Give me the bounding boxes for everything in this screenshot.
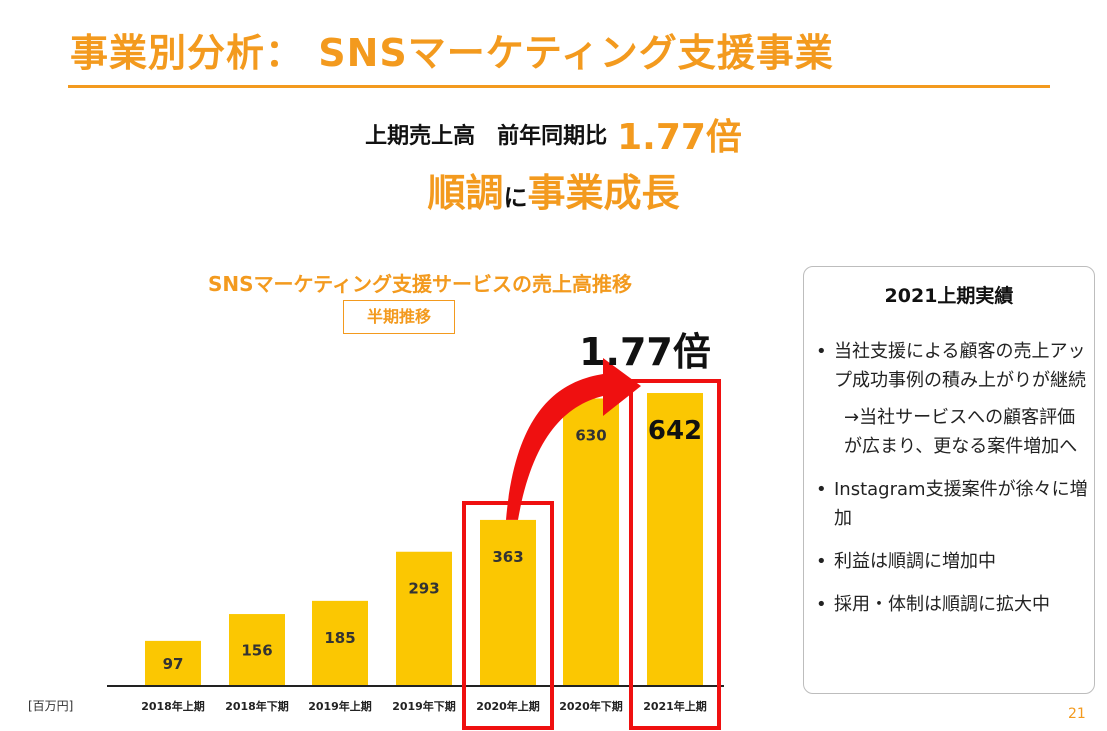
chart-title: SNSマーケティング支援サービスの売上高推移 <box>208 272 632 296</box>
panel-item: • Instagram支援案件が徐々に増加 <box>816 475 1088 533</box>
title-divider <box>68 85 1050 88</box>
sales-bar-chart: 97 2018年上期 156 2018年下期 185 2019年上期 293 2019年下期 3… <box>107 330 724 730</box>
headline-line2: 順調に事業成長 <box>0 162 1107 217</box>
growth-annotation: 1.77倍 <box>579 330 711 374</box>
headline-part2: に <box>503 184 528 212</box>
headline-growth-value: 1.77倍 <box>617 117 742 158</box>
x-tick-label: 2019年上期 <box>308 699 372 713</box>
growth-arrow <box>506 358 641 520</box>
panel-title: 2021上期実績 <box>884 285 1014 307</box>
bar-value-label: 642 <box>648 416 702 446</box>
bar-value-label: 156 <box>241 642 272 660</box>
x-tick-label: 2020年上期 <box>476 699 540 713</box>
x-tick-label: 2018年上期 <box>141 699 205 713</box>
panel-item-text: 採用・体制は順調に拡大中 <box>834 594 1050 615</box>
panel-subitem: →当社サービスへの顧客評価が広まり、更なる案件増加へ <box>816 403 1088 461</box>
panel-item-text: 利益は順調に増加中 <box>834 551 996 572</box>
bar <box>229 614 285 685</box>
bar-value-label: 363 <box>492 548 523 566</box>
bar <box>563 398 619 685</box>
bar <box>396 551 452 685</box>
results-panel: 2021上期実績 • 当社支援による顧客の売上アップ成功事例の積み上がりが継続 →… <box>803 266 1095 694</box>
x-tick-label: 2019年下期 <box>392 699 456 713</box>
bar <box>145 640 201 685</box>
highlight-frame <box>629 379 721 730</box>
headline-prefix: 上期売上高 前年同期比 <box>365 124 608 149</box>
panel-item: • 利益は順調に増加中 <box>816 547 1088 576</box>
bar <box>480 519 536 685</box>
page-title: 事業別分析： SNSマーケティング支援事業 <box>70 31 834 75</box>
bar <box>312 600 368 685</box>
x-tick-label: 2018年下期 <box>225 699 289 713</box>
bullet-marker: • <box>816 479 827 500</box>
chart-subtitle: 半期推移 <box>343 300 455 334</box>
bar-value-label: 185 <box>324 629 355 647</box>
panel-item: • 当社支援による顧客の売上アップ成功事例の積み上がりが継続 <box>816 337 1088 395</box>
headline-part1: 順調 <box>427 171 504 215</box>
bar-value-label: 293 <box>408 580 439 598</box>
panel-list: • 当社支援による顧客の売上アップ成功事例の積み上がりが継続 →当社サービスへの顧… <box>816 337 1088 619</box>
bar-value-label: 97 <box>163 655 184 673</box>
headline-part3: 事業成長 <box>527 171 680 215</box>
x-tick-label: 2020年下期 <box>559 699 623 713</box>
bullet-marker: • <box>816 341 827 362</box>
bullet-marker: • <box>816 594 827 615</box>
bar-value-label: 630 <box>575 426 606 444</box>
panel-item: • 採用・体制は順調に拡大中 <box>816 590 1088 619</box>
page-number: 21 <box>1068 706 1086 722</box>
x-tick-label: 2021年上期 <box>643 699 707 713</box>
headline-line1: 上期売上高 前年同期比 1.77倍 <box>0 108 1107 160</box>
panel-item-text: 当社支援による顧客の売上アップ成功事例の積み上がりが継続 <box>834 341 1086 391</box>
panel-item-text: Instagram支援案件が徐々に増加 <box>834 479 1088 529</box>
bar <box>647 393 703 685</box>
bullet-marker: • <box>816 551 827 572</box>
chart-unit-label: [百万円] <box>28 699 74 713</box>
panel-item-text: →当社サービスへの顧客評価が広まり、更なる案件増加へ <box>844 407 1078 457</box>
